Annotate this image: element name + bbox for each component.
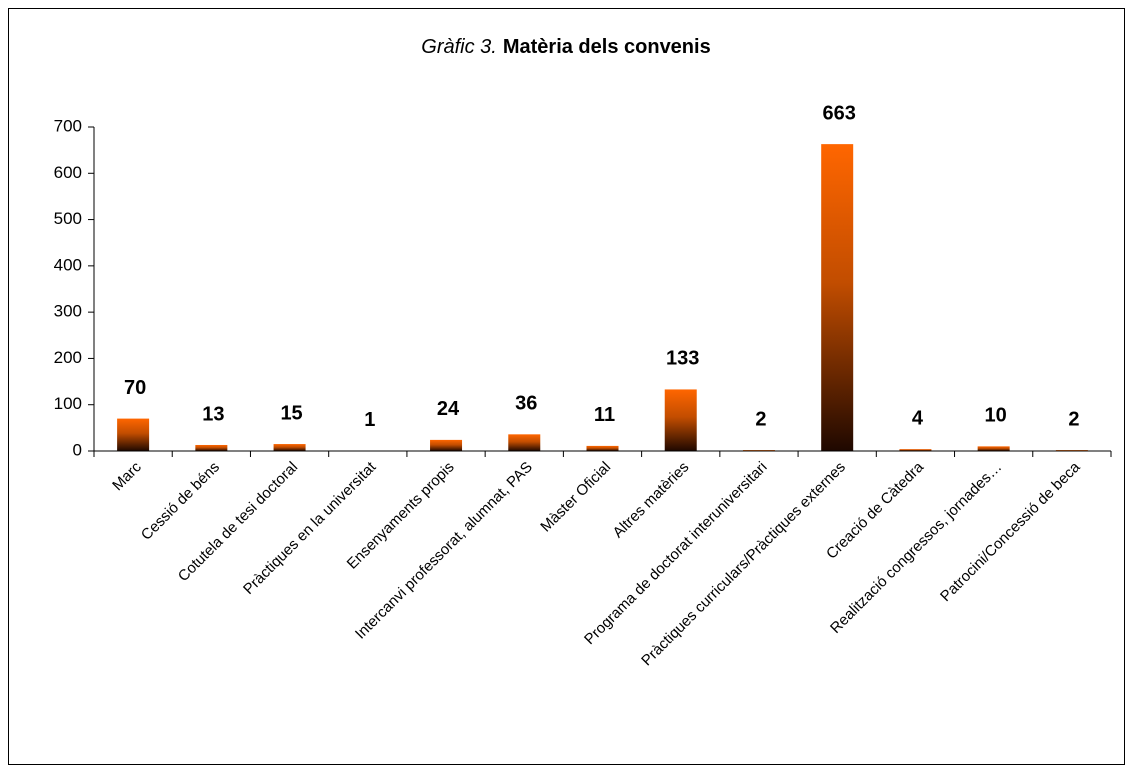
title-main: Matèria dels convenis: [503, 36, 711, 58]
y-tick-label: 200: [54, 348, 82, 367]
value-label: 36: [515, 393, 537, 415]
bar: [586, 445, 619, 451]
y-tick-label: 600: [54, 163, 82, 182]
value-label: 24: [437, 398, 460, 420]
y-tick-label: 300: [54, 302, 82, 321]
value-label: 2: [755, 408, 766, 430]
value-label: 15: [280, 402, 302, 424]
value-label: 13: [202, 403, 224, 425]
value-label: 4: [912, 407, 924, 429]
bar: [664, 389, 697, 451]
value-label: 11: [594, 404, 615, 426]
title-prefix: Gràfic 3.: [421, 36, 497, 58]
value-label: 70: [124, 377, 146, 399]
bar: [821, 144, 854, 451]
y-tick-label: 500: [54, 209, 82, 228]
value-label: 133: [666, 348, 699, 370]
value-label: 10: [985, 405, 1007, 427]
bar: [195, 444, 228, 451]
y-tick-label: 100: [54, 394, 82, 413]
bar: [508, 434, 541, 451]
bar: [117, 418, 150, 451]
value-label: 2: [1068, 408, 1079, 430]
chart-title: Gràfic 3. Matèria dels convenis: [421, 36, 710, 58]
y-tick-label: 700: [54, 116, 82, 135]
bar: [273, 444, 306, 451]
y-tick-label: 0: [73, 440, 82, 459]
value-label: 663: [823, 102, 856, 124]
chart-frame: [8, 8, 1125, 765]
bar: [977, 446, 1010, 451]
bar: [430, 439, 463, 451]
value-label: 1: [364, 409, 375, 431]
y-tick-label: 400: [54, 255, 82, 274]
bar: [899, 449, 932, 451]
